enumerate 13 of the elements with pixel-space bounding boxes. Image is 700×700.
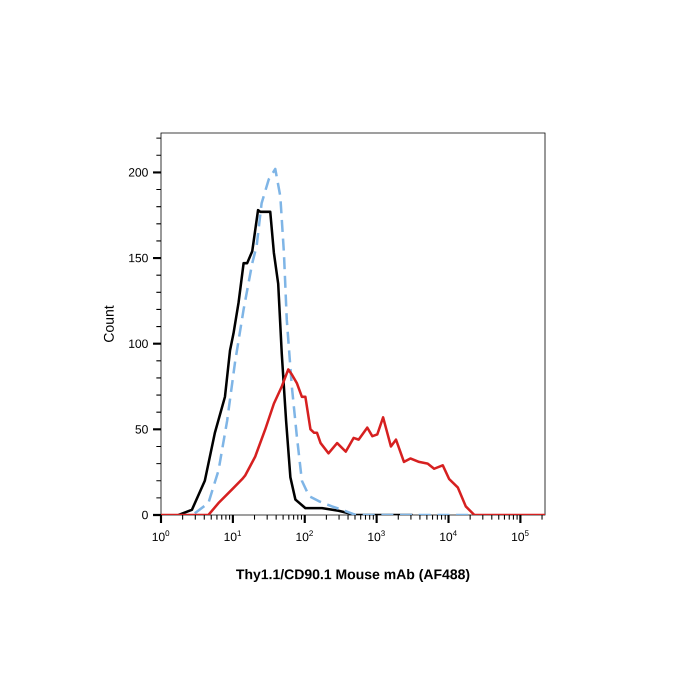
x-tick-label: 10$^{0}$ xyxy=(152,530,170,542)
x-axis-title: Thy1.1/CD90.1 Mouse mAb (AF488) xyxy=(236,569,470,582)
x-tick-label: 10$^{3}$ xyxy=(368,530,385,542)
y-tick-label: 150 xyxy=(129,254,148,262)
y-tick-label: 50 xyxy=(135,425,148,434)
x-tick-label: 10$^{1}$ xyxy=(224,530,242,542)
x-tick-label: 10$^{2}$ xyxy=(296,530,313,542)
y-tick-label: 100 xyxy=(129,339,148,348)
y-tick-label: 0 xyxy=(142,510,148,520)
y-tick-label: 200 xyxy=(128,168,148,177)
y-axis-title: Count xyxy=(104,305,114,342)
x-tick-label: 10$^{4}$ xyxy=(440,530,457,542)
x-tick-label: 10$^{5}$ xyxy=(512,530,529,542)
